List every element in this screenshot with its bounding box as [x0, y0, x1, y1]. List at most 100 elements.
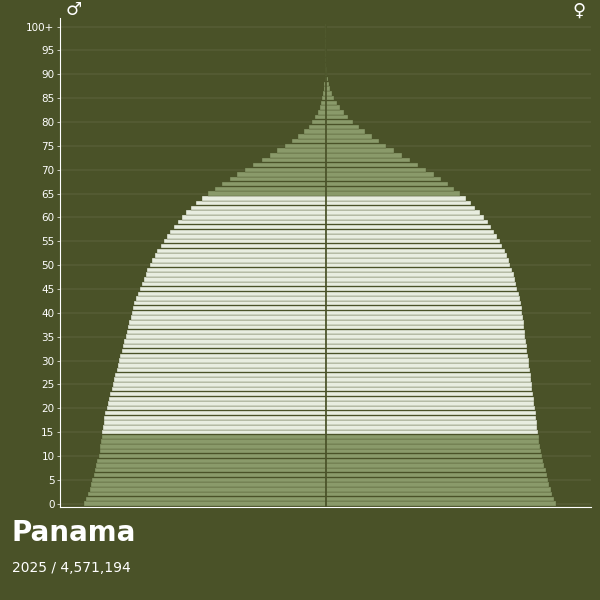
- Bar: [133, 306, 325, 310]
- Bar: [91, 482, 325, 487]
- Bar: [325, 463, 544, 467]
- Bar: [98, 454, 325, 458]
- Bar: [308, 125, 325, 129]
- Bar: [325, 306, 522, 310]
- Bar: [325, 211, 480, 215]
- Bar: [325, 497, 554, 501]
- Bar: [94, 473, 325, 477]
- Bar: [325, 368, 530, 372]
- Bar: [125, 334, 325, 339]
- Bar: [122, 349, 325, 353]
- Bar: [325, 358, 529, 363]
- Bar: [325, 287, 517, 291]
- Bar: [245, 167, 325, 172]
- Bar: [313, 120, 325, 124]
- Bar: [88, 492, 325, 496]
- Bar: [325, 268, 512, 272]
- Bar: [325, 416, 536, 420]
- Bar: [325, 502, 556, 506]
- Bar: [325, 244, 502, 248]
- Bar: [164, 239, 325, 244]
- Bar: [325, 62, 326, 67]
- Bar: [182, 215, 325, 220]
- Bar: [325, 439, 539, 444]
- Bar: [325, 458, 543, 463]
- Bar: [196, 201, 325, 205]
- Bar: [325, 82, 329, 86]
- Bar: [325, 277, 515, 281]
- Text: Panama: Panama: [12, 519, 136, 547]
- Bar: [222, 182, 325, 186]
- Bar: [325, 316, 523, 320]
- Bar: [325, 196, 466, 200]
- Bar: [325, 454, 542, 458]
- Bar: [132, 311, 325, 315]
- Bar: [320, 106, 325, 110]
- Bar: [323, 91, 325, 95]
- Bar: [152, 258, 325, 263]
- Bar: [325, 272, 514, 277]
- Bar: [187, 211, 325, 215]
- Bar: [215, 187, 325, 191]
- Bar: [325, 311, 523, 315]
- Bar: [104, 416, 325, 420]
- Bar: [285, 143, 325, 148]
- Bar: [325, 353, 528, 358]
- Bar: [325, 425, 538, 430]
- Bar: [178, 220, 325, 224]
- Bar: [325, 478, 548, 482]
- Bar: [325, 163, 418, 167]
- Bar: [174, 225, 325, 229]
- Bar: [325, 96, 334, 100]
- Bar: [208, 191, 325, 196]
- Bar: [325, 130, 365, 134]
- Bar: [325, 292, 518, 296]
- Bar: [325, 248, 505, 253]
- Bar: [123, 344, 325, 349]
- Bar: [325, 120, 353, 124]
- Bar: [325, 406, 535, 410]
- Bar: [325, 325, 524, 329]
- Bar: [325, 67, 326, 72]
- Bar: [155, 253, 325, 258]
- Bar: [325, 320, 524, 325]
- Bar: [325, 139, 379, 143]
- Bar: [325, 349, 527, 353]
- Bar: [103, 430, 325, 434]
- Bar: [96, 463, 325, 467]
- Bar: [325, 115, 348, 119]
- Bar: [170, 230, 325, 234]
- Bar: [84, 502, 325, 506]
- Bar: [325, 153, 402, 158]
- Bar: [325, 253, 506, 258]
- Bar: [325, 392, 533, 396]
- Bar: [325, 482, 550, 487]
- Bar: [325, 344, 527, 349]
- Bar: [325, 110, 344, 115]
- Bar: [134, 301, 325, 305]
- Bar: [136, 296, 325, 301]
- Bar: [270, 153, 325, 158]
- Bar: [253, 163, 325, 167]
- Bar: [324, 86, 325, 91]
- Bar: [325, 339, 526, 344]
- Bar: [237, 172, 325, 176]
- Bar: [101, 434, 325, 439]
- Bar: [325, 86, 330, 91]
- Text: 2025 / 4,571,194: 2025 / 4,571,194: [12, 561, 131, 575]
- Bar: [90, 487, 325, 491]
- Bar: [115, 373, 325, 377]
- Bar: [92, 478, 325, 482]
- Bar: [95, 468, 325, 472]
- Bar: [325, 167, 427, 172]
- Bar: [131, 316, 325, 320]
- Bar: [325, 172, 434, 176]
- Bar: [119, 358, 325, 363]
- Bar: [138, 292, 325, 296]
- Bar: [325, 177, 441, 181]
- Bar: [325, 421, 537, 425]
- Bar: [325, 382, 532, 386]
- Bar: [113, 382, 325, 386]
- Bar: [128, 325, 325, 329]
- Bar: [325, 134, 372, 139]
